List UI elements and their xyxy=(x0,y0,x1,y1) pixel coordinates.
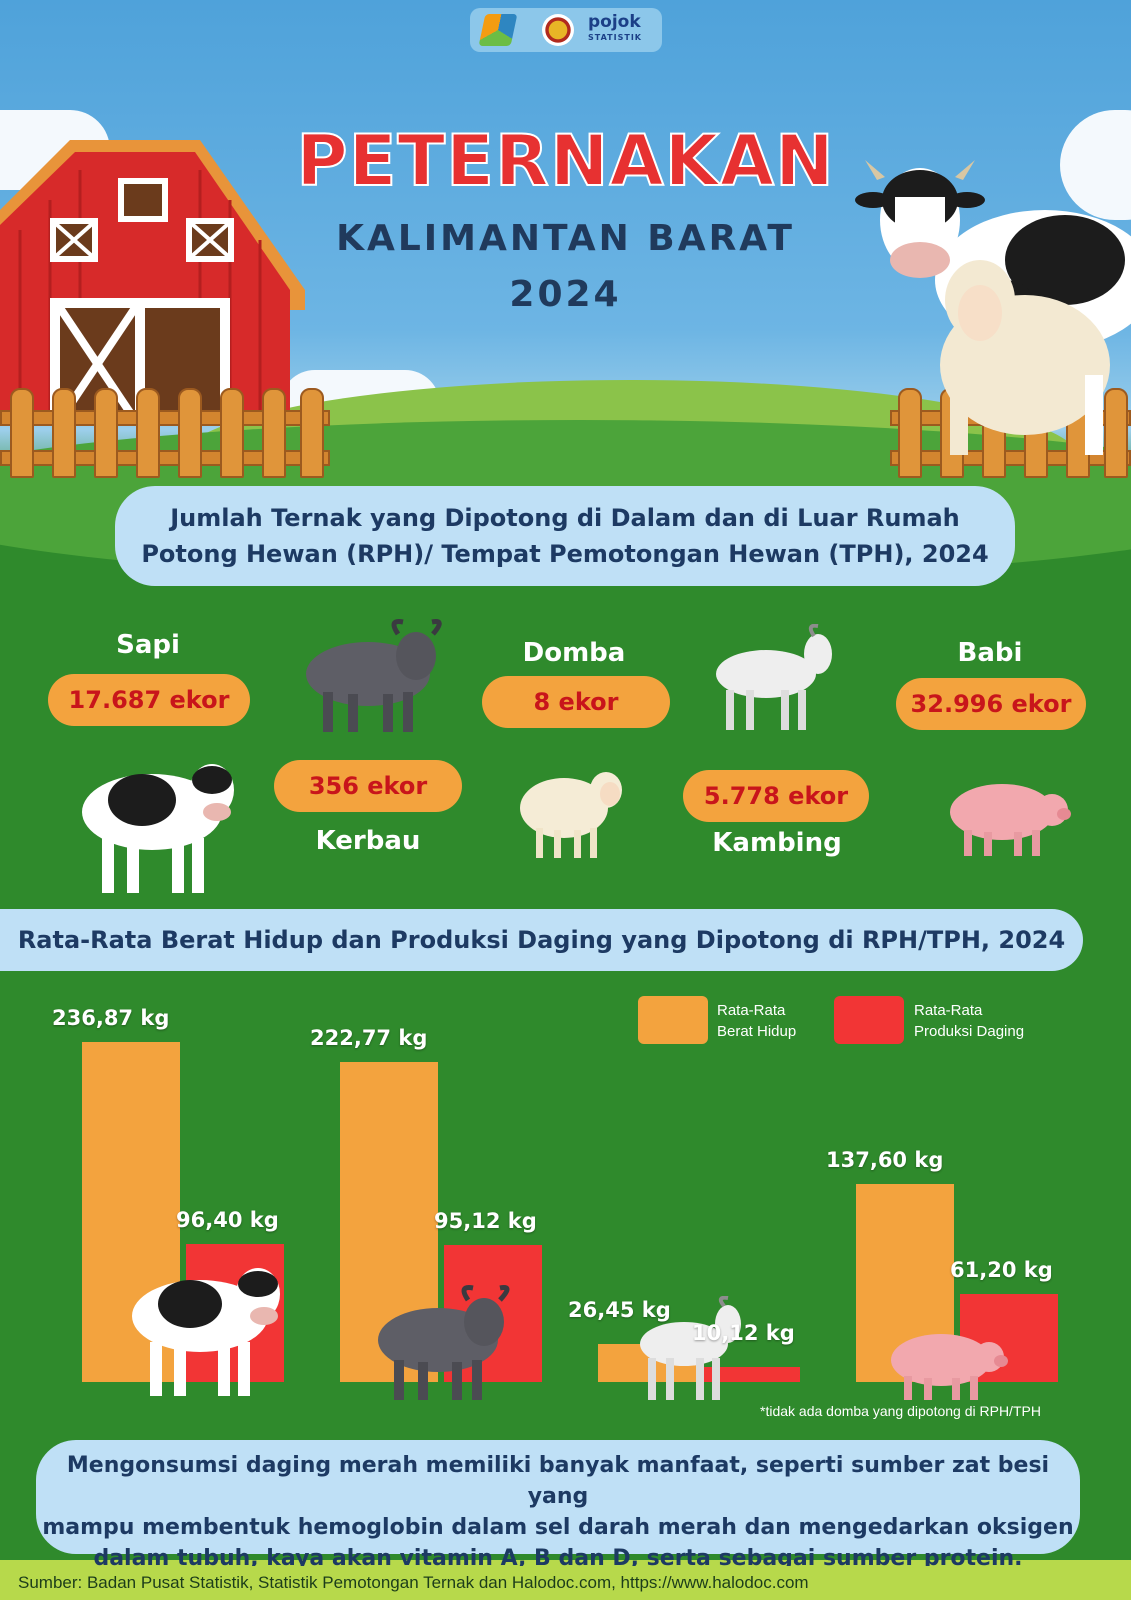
pojok-statistik-sub: STATISTIK xyxy=(588,33,642,42)
animal-name-kambing: Kambing xyxy=(712,828,842,858)
bar-label-babi-berat-hidup: 137,60 kg xyxy=(826,1148,944,1172)
source-footer: Sumber: Badan Pusat Statistik, Statistik… xyxy=(0,1566,1131,1600)
bar-label-babi-produksi-daging: 61,20 kg xyxy=(950,1258,1053,1282)
health-note-line1: Mengonsumsi daging merah memiliki banyak… xyxy=(66,1453,1050,1509)
section1-heading-line2: Potong Hewan (RPH)/ Tempat Pemotongan He… xyxy=(141,540,989,568)
count-kerbau: 356 ekor xyxy=(274,760,462,812)
pig-illustration xyxy=(944,772,1074,858)
chart-cow-illustration xyxy=(122,1258,292,1398)
buffalo-illustration xyxy=(298,614,458,734)
count-babi: 32.996 ekor xyxy=(896,678,1086,730)
fence-left xyxy=(0,388,330,480)
bps-logo-icon xyxy=(478,14,518,46)
legend-label-produksi-daging: Rata-Rata Produksi Daging xyxy=(914,1002,1025,1040)
section1-heading: Jumlah Ternak yang Dipotong di Dalam dan… xyxy=(115,486,1015,586)
animal-name-domba: Domba xyxy=(522,638,626,668)
legend-swatch-produksi-daging xyxy=(834,996,904,1044)
section2-heading: Rata-Rata Berat Hidup dan Produksi Dagin… xyxy=(0,909,1083,971)
goat-illustration xyxy=(706,624,846,734)
chart-buffalo-illustration xyxy=(372,1282,522,1402)
count-sapi: 17.687 ekor xyxy=(48,674,250,726)
bar-label-kerbau-produksi-daging: 95,12 kg xyxy=(434,1209,537,1233)
page-year: 2024 xyxy=(509,274,622,315)
barn-illustration xyxy=(0,130,305,423)
animal-name-babi: Babi xyxy=(957,638,1023,668)
cow-illustration xyxy=(72,750,247,895)
legend-label-berat-hidup: Rata-Rata Berat Hidup xyxy=(717,1002,797,1040)
chart-pig-illustration xyxy=(886,1322,1010,1402)
province-seal-icon xyxy=(542,14,574,46)
health-note-line2: mampu membentuk hemoglobin dalam sel dar… xyxy=(42,1515,1074,1540)
animal-name-sapi: Sapi xyxy=(116,630,180,660)
cow-sheep-illustration xyxy=(855,155,1131,455)
bar-label-kambing-berat-hidup: 26,45 kg xyxy=(568,1298,671,1322)
animal-name-kerbau: Kerbau xyxy=(315,826,421,856)
count-kambing: 5.778 ekor xyxy=(683,770,869,822)
chart-goat-illustration xyxy=(632,1296,752,1402)
page-title: PETERNAKAN xyxy=(295,119,835,203)
logo-bar: pojok STATISTIK xyxy=(470,8,662,52)
bar-label-sapi-produksi-daging: 96,40 kg xyxy=(176,1208,279,1232)
chart-footnote: *tidak ada domba yang dipotong di RPH/TP… xyxy=(760,1403,1041,1419)
health-note: Mengonsumsi daging merah memiliki banyak… xyxy=(36,1440,1080,1571)
bar-label-sapi-berat-hidup: 236,87 kg xyxy=(52,1006,170,1030)
bar-kambing-produksi-daging xyxy=(702,1367,800,1382)
pojok-statistik-logo: pojok xyxy=(588,12,641,32)
bar-label-kerbau-berat-hidup: 222,77 kg xyxy=(310,1026,428,1050)
sheep-illustration xyxy=(516,760,626,860)
count-domba: 8 ekor xyxy=(482,676,670,728)
page-subtitle: KALIMANTAN BARAT xyxy=(336,218,795,259)
section1-heading-line1: Jumlah Ternak yang Dipotong di Dalam dan… xyxy=(170,504,960,532)
legend-swatch-berat-hidup xyxy=(638,996,708,1044)
bar-label-kambing-produksi-daging: 10,12 kg xyxy=(692,1321,795,1345)
